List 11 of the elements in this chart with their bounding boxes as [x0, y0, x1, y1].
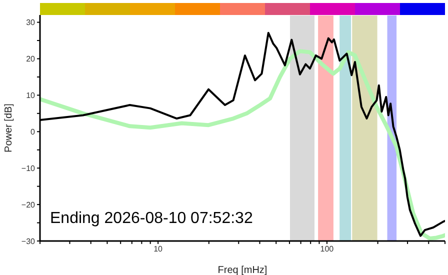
y-tick-label: 30	[26, 18, 36, 28]
y-tick-label: 0	[30, 127, 36, 136]
y-tick-label: −10	[21, 164, 36, 173]
y-tick-label: −30	[21, 236, 36, 246]
y-tick-label: 10	[26, 91, 36, 100]
x-axis-title: Freq [mHz]	[218, 265, 268, 275]
y-axis-title: Power [dB]	[4, 103, 15, 152]
y-tick-label: −20	[21, 200, 36, 210]
x-tick-label: 100	[320, 244, 334, 254]
y-tick-label: 20	[26, 54, 36, 64]
annotation: Ending 2026-08-10 07:52:32	[50, 210, 253, 228]
